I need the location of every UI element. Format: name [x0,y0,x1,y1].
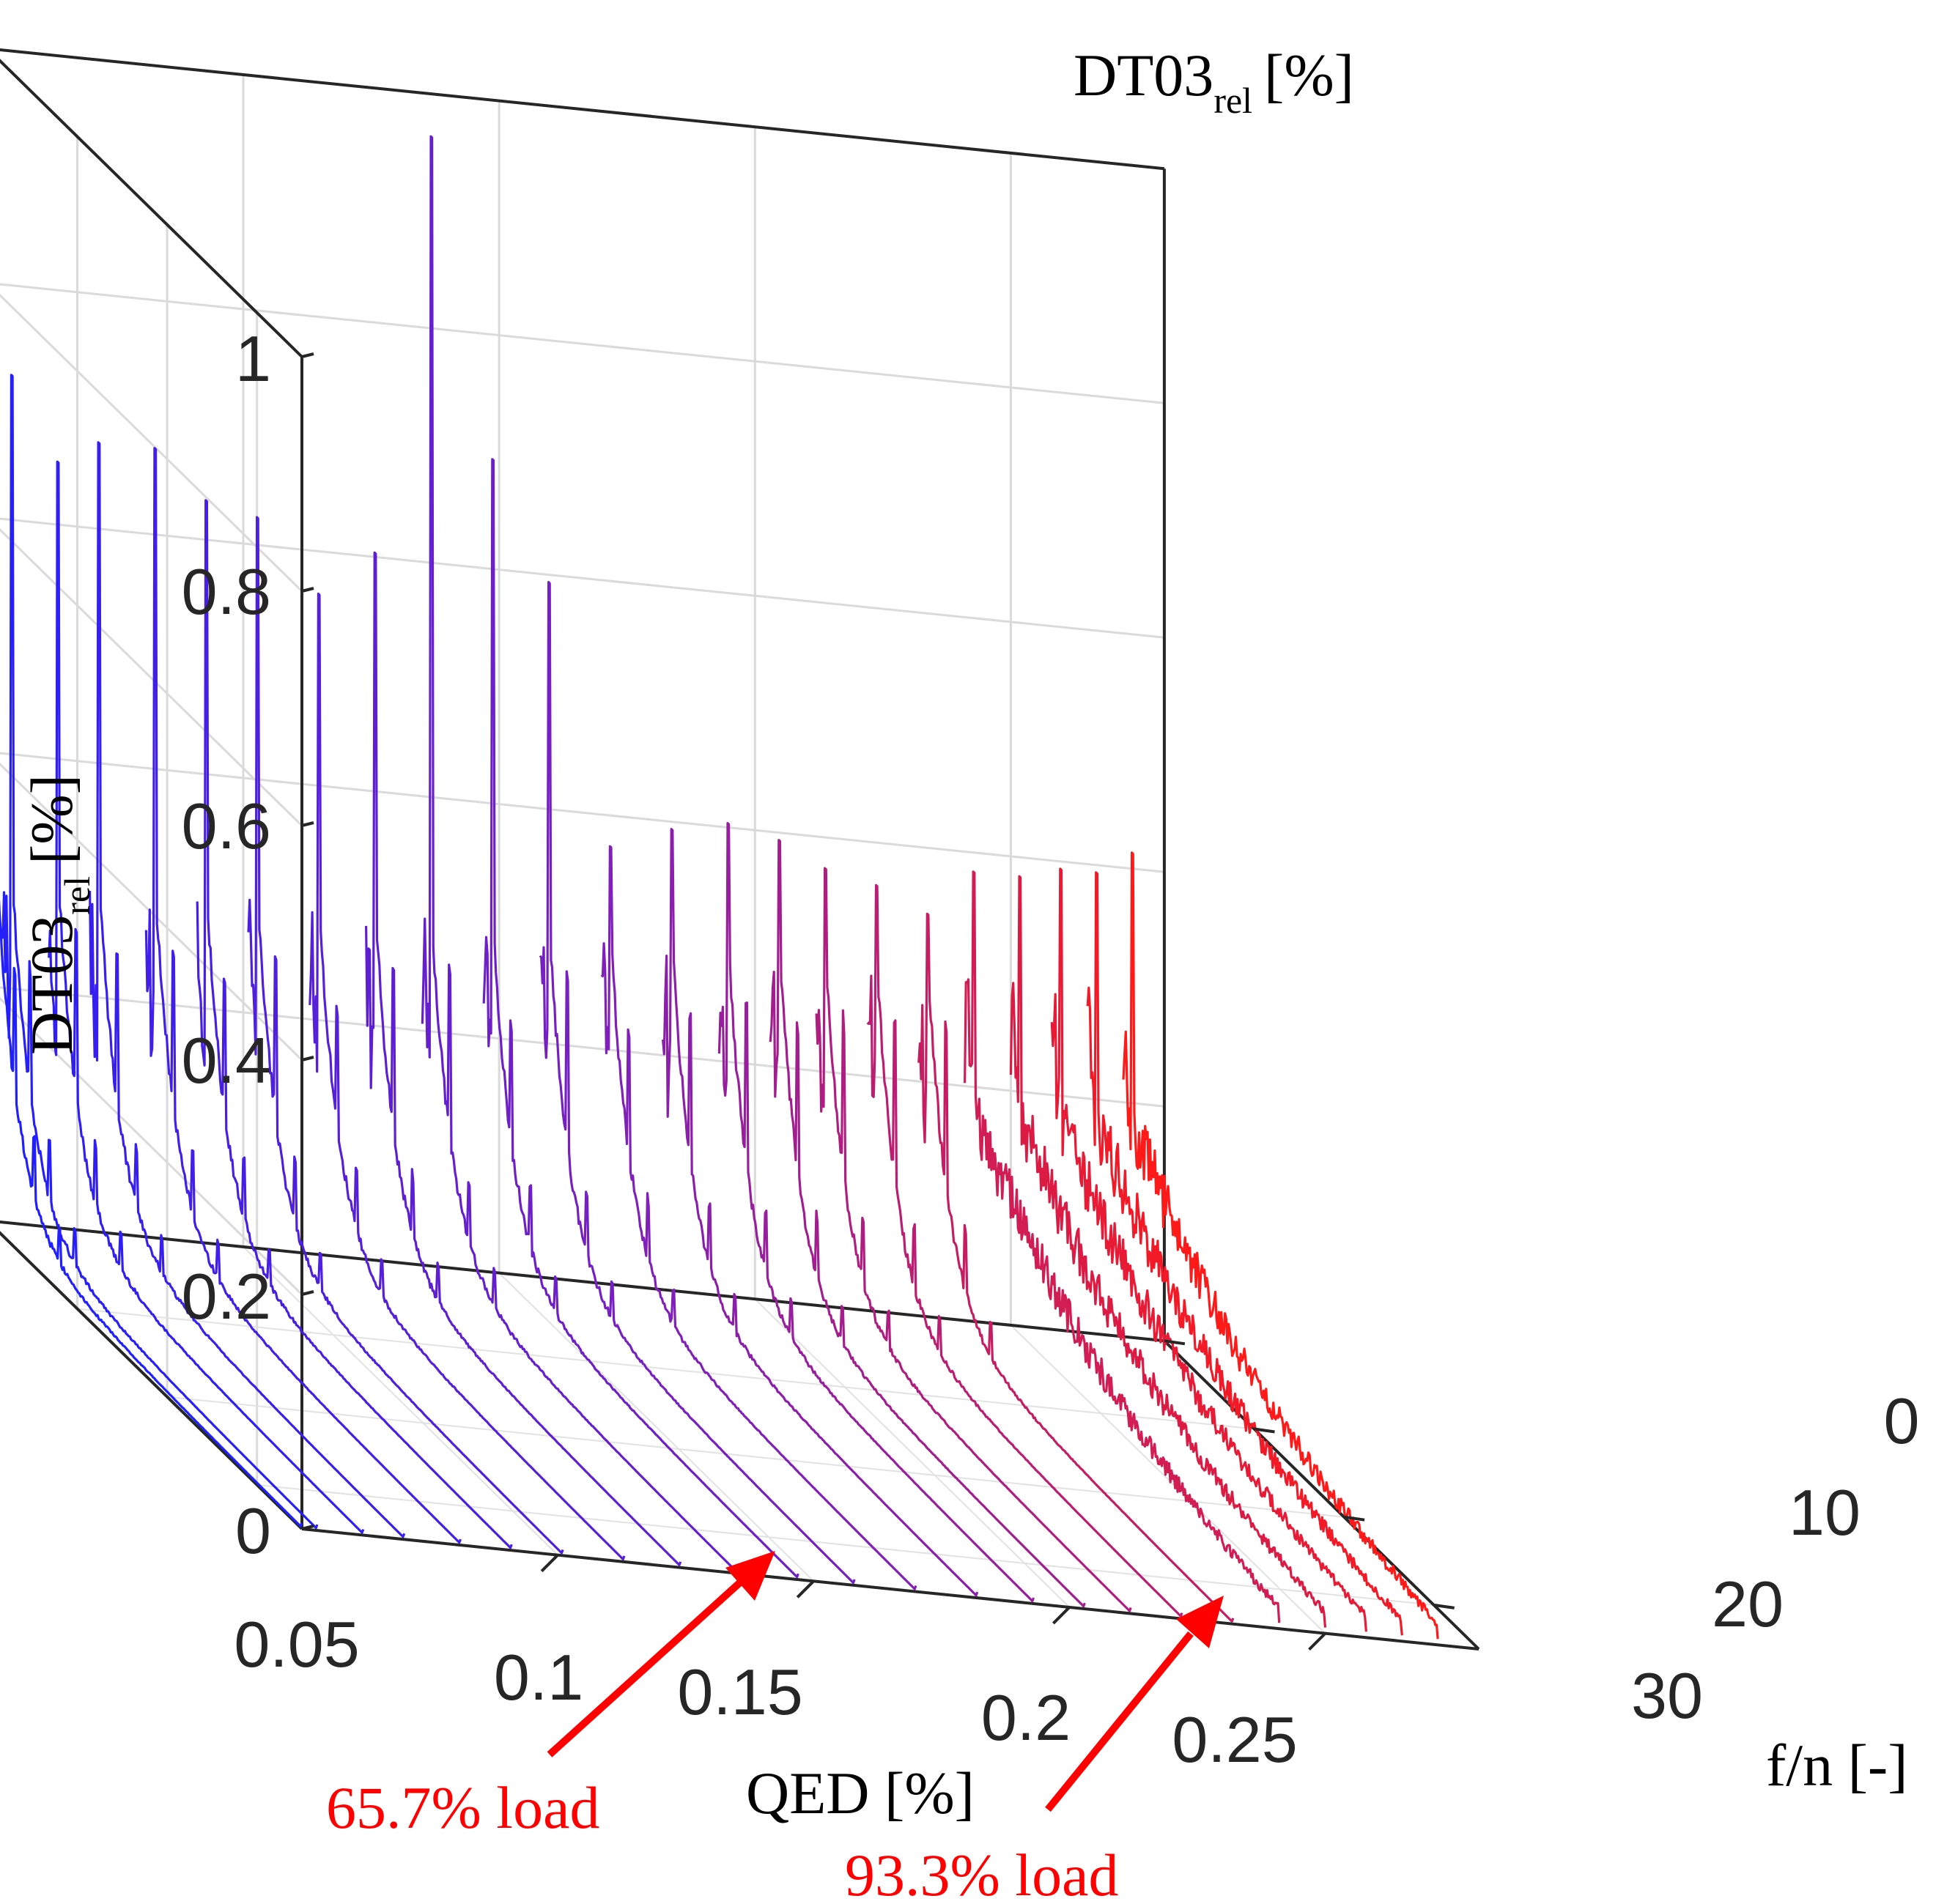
x-tick-0.2: 0.2 [981,1681,1071,1754]
top-title-unit: [%] [1264,42,1354,108]
y-tick-10: 10 [1789,1476,1861,1549]
x-axis-label: QED [%] [746,1760,975,1826]
x-tick-0.15: 0.15 [677,1656,802,1728]
z-axis-label-sub: rel [56,876,97,915]
y-tick-0: 0 [1884,1385,1920,1457]
spectrum-line-9 [421,135,739,1572]
y-tick-mark-1 [1254,1427,1275,1434]
annotation-93-arrow-head [1176,1596,1224,1648]
spectrum-line-23 [1122,851,1439,1640]
spectrum-line-20 [1009,875,1327,1628]
spectrum-line-2 [48,460,365,1534]
axes-box [0,48,1480,1651]
annotation-65-arrow-shaft [547,1579,743,1757]
spectrum-line-16 [815,867,1132,1612]
top-title-sub: rel [1213,80,1252,121]
annotation-93-load: 93.3% load [845,1596,1224,1904]
z-tick-0.6: 0.6 [182,790,271,862]
spectrum-line-0 [0,898,303,1528]
x-tick-mark-3 [1308,1632,1326,1651]
z-tick-labels: 0 0.2 0.4 0.6 0.8 1 [182,322,271,1567]
z-tick-mark-5 [301,352,314,358]
y-tick-20: 20 [1712,1568,1784,1640]
spectrum-line-10 [482,458,799,1579]
z-tick-mark-2 [301,1056,314,1062]
spectrum-line-8 [365,551,682,1566]
z-axis-label-unit: [%] [18,774,85,864]
x-tick-0.05: 0.05 [234,1608,359,1681]
top-title: DT03rel [%] [1074,42,1354,121]
spectrum-line-4 [144,447,462,1544]
z-tick-0: 0 [235,1494,271,1567]
floor-grid-f2 [256,1483,1434,1606]
spectrum-line-1 [1,374,319,1530]
top-title-main: DT03 [1074,42,1213,108]
spectrum-line-12 [600,845,917,1590]
floor-grid-q3 [1010,1325,1326,1634]
spectrum-line-6 [247,516,564,1555]
box-edge-6 [0,1220,1165,1343]
x-tick-labels: 0.05 0.1 0.15 0.2 0.25 [234,1608,1297,1776]
back-wall-gridline-z3 [0,517,1165,639]
y-tick-mark-0 [1164,1339,1186,1346]
floor-grid-q1 [498,1272,814,1582]
box-edge-7 [301,1527,1479,1651]
box-edge-5 [0,1231,303,1530]
spectrum-line-14 [717,822,1035,1602]
annotation-65-load: 65.7% load [326,1551,775,1841]
annotation-65-arrow-head [725,1551,775,1601]
spectrum-line-17 [866,884,1183,1618]
annotation-93-text: 93.3% load [845,1842,1118,1904]
spectrum-line-18 [917,912,1235,1623]
spectrum-line-22 [1086,871,1403,1636]
x-tick-mark-2 [1052,1606,1071,1625]
y-tick-labels: 0 10 20 30 [1631,1385,1919,1732]
x-tick-0.1: 0.1 [494,1641,583,1714]
y-tick-mark-2 [1343,1515,1365,1522]
box-edge-8 [1163,1339,1480,1651]
z-tick-mark-1 [301,1290,314,1296]
box-edge-1 [0,59,303,358]
spectrum-line-3 [89,441,406,1538]
side-wall-gridline-z2 [0,762,303,1062]
back-wall-gridline-z4 [0,283,1165,404]
spectrum-line-13 [662,828,979,1597]
z-tick-mark-3 [301,821,314,827]
spectrum-line-15 [769,839,1086,1608]
z-axis-label: DT03rel [%] [18,774,97,1055]
z-axis-label-main: DT03 [18,915,85,1055]
z-tick-mark-0 [301,1525,314,1530]
spectrum-line-7 [309,592,626,1560]
z-tick-1: 1 [235,322,271,395]
y-tick-mark-3 [1433,1603,1455,1609]
floor-grid-q0 [243,1246,558,1556]
floor-grid-f1 [166,1396,1345,1518]
z-tick-0.2: 0.2 [182,1260,271,1333]
back-wall-gridline-z2 [0,752,1165,873]
x-tick-mark-0 [540,1554,559,1573]
z-tick-mark-4 [301,587,314,593]
tick-marks [301,352,1455,1651]
annotation-65-text: 65.7% load [326,1774,599,1841]
z-tick-0.4: 0.4 [182,1024,271,1097]
side-wall-gridline-z4 [0,293,303,593]
z-tick-0.8: 0.8 [182,555,271,628]
spectrum-line-5 [196,499,513,1549]
y-tick-30: 30 [1631,1659,1703,1732]
y-axis-label: f/n [-] [1766,1732,1908,1799]
side-wall-gridline-z3 [0,527,303,827]
annotation-93-arrow-shaft [1045,1631,1194,1812]
x-tick-0.25: 0.25 [1172,1703,1297,1776]
floor-grid-f0 [77,1308,1255,1430]
floor-grid-q2 [754,1298,1071,1608]
spectrum-line-11 [539,581,856,1585]
x-tick-mark-1 [796,1579,815,1599]
back-wall-gridline-z1 [0,986,1165,1108]
spectra-series [0,135,1439,1640]
spectrum-line-21 [1050,867,1367,1632]
box-edge-2 [0,48,1165,171]
spectrum-line-19 [964,870,1281,1623]
